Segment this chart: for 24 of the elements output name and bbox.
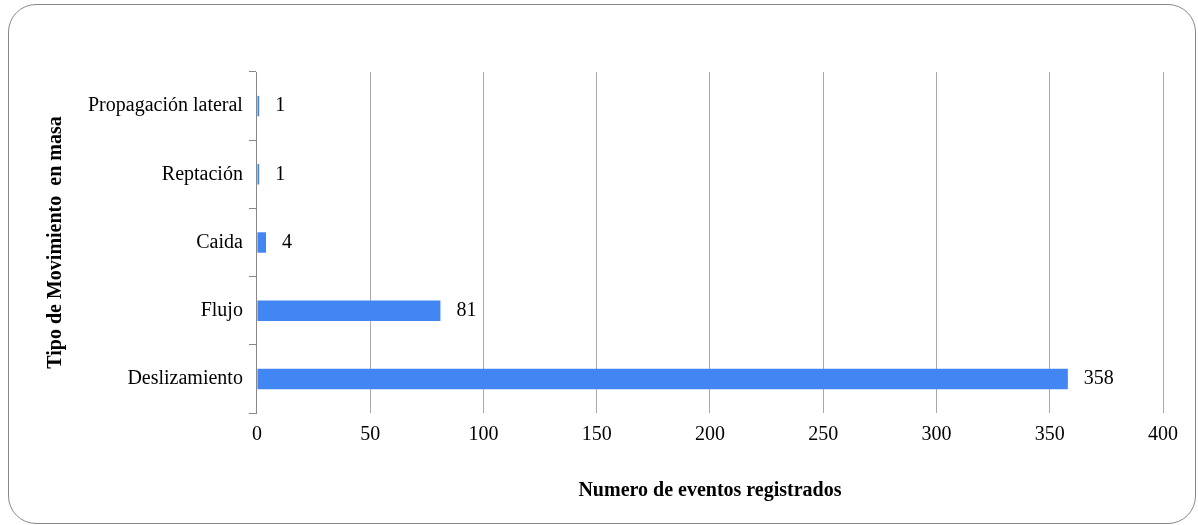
x-tick-label: 100	[468, 422, 499, 445]
x-tick-label: 50	[360, 422, 381, 445]
data-label: 1	[275, 161, 286, 184]
data-label: 81	[456, 297, 477, 320]
data-label: 4	[281, 229, 292, 252]
x-tick-label: 400	[1148, 422, 1178, 445]
y-tick-label: Caida	[196, 229, 244, 252]
y-axis-title: Tipo de Movimiento en masa	[43, 116, 67, 369]
x-tick-label: 350	[1034, 422, 1065, 445]
bar	[257, 368, 1068, 390]
bar	[257, 300, 441, 321]
x-tick-label: 150	[581, 422, 612, 445]
y-tick-label: Flujo	[200, 297, 243, 321]
x-tick-label: 300	[921, 422, 952, 445]
y-tick-label: Reptación	[161, 161, 243, 185]
y-tick-label: Deslizamiento	[127, 366, 243, 389]
x-tick-label: 200	[694, 422, 725, 445]
x-tick-label: 0	[251, 422, 262, 445]
data-label: 1	[275, 93, 286, 116]
bar	[257, 232, 266, 253]
y-tick-label: Propagación lateral	[87, 93, 244, 117]
x-axis-title: Numero de eventos registrados	[578, 478, 842, 502]
data-label: 358	[1083, 366, 1114, 389]
x-tick-label: 250	[808, 422, 839, 445]
